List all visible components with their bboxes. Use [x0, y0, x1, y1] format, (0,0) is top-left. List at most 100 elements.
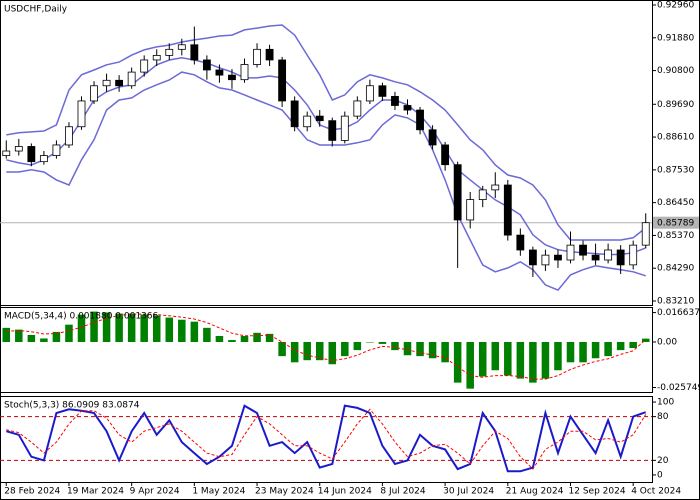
candle-body: [328, 120, 337, 141]
macd-bar: [478, 341, 487, 377]
bollinger-band: [6, 71, 646, 292]
macd-bar: [315, 341, 324, 361]
x-tick-label: 28 Feb 2024: [4, 487, 60, 497]
candle-body: [616, 249, 625, 266]
macd-bar: [641, 338, 650, 342]
candle-body: [391, 95, 399, 106]
macd-signal: [6, 313, 647, 380]
macd-bar: [353, 341, 362, 351]
macd-bar: [616, 341, 625, 351]
macd-bar: [341, 341, 349, 357]
candle-body: [453, 164, 462, 221]
macd-bar: [40, 338, 48, 342]
x-tick-label: 14 Jun 2024: [318, 487, 372, 497]
macd-bar: [115, 313, 123, 342]
x-tick-label: 23 May 2024: [255, 487, 314, 497]
macd-bar: [378, 341, 387, 344]
candle-body: [127, 71, 136, 87]
y-tick-label: 0.91880: [657, 33, 694, 43]
x-tick-label: 9 Apr 2024: [130, 487, 180, 497]
y-tick-label: 0.92960: [657, 1, 694, 11]
panel-frame: [0, 0, 653, 306]
candle-body: [315, 115, 324, 122]
macd-bar: [152, 315, 161, 342]
macd-bar: [428, 341, 437, 359]
y-tick-label: 0.83210: [657, 296, 694, 306]
candle-body: [115, 79, 124, 87]
stoch-line: [6, 408, 647, 470]
x-tick-label: 19 Mar 2024: [67, 487, 124, 497]
stoch-line: [6, 404, 647, 473]
candle-body: [253, 48, 261, 65]
macd-bar: [466, 341, 474, 389]
macd-bar: [2, 327, 11, 342]
panel-title: USDCHF,Daily: [4, 5, 68, 15]
macd-bar: [102, 312, 111, 342]
macd-bar: [566, 341, 575, 363]
y-tick-label: 0.86450: [657, 198, 694, 208]
macd-bar: [579, 341, 587, 363]
bollinger-band: [6, 24, 647, 241]
x-tick-label: 30 Jul 2024: [443, 487, 494, 497]
macd-bar: [228, 340, 236, 342]
candle-body: [428, 129, 437, 146]
candle-body: [491, 184, 500, 191]
x-tick-label: 4 Oct 2024: [631, 487, 681, 497]
y-tick-label: 0.88610: [657, 133, 694, 143]
y-tick-label: 0.85370: [657, 231, 694, 241]
macd-bar: [90, 311, 98, 342]
macd-bar: [265, 333, 274, 342]
candle-body: [340, 115, 349, 141]
macd-bar: [278, 341, 286, 357]
last-price-box: [653, 216, 699, 229]
y-tick-label: 0.84290: [657, 264, 694, 274]
macd-bar: [215, 335, 224, 342]
candle-body: [378, 85, 387, 97]
candle-body: [177, 44, 186, 50]
macd-bar: [328, 341, 337, 365]
x-tick-label: 12 Sep 2024: [569, 487, 626, 497]
y-tick-label: 0.00: [657, 337, 677, 347]
candle-body: [165, 48, 174, 56]
macd-bar: [591, 341, 600, 359]
panel-frame: [0, 396, 653, 483]
candle-body: [90, 85, 98, 102]
candle-body: [278, 59, 287, 102]
candle-body: [77, 100, 86, 128]
candle-body: [140, 59, 149, 73]
candle-body: [478, 189, 487, 200]
macd-bar: [303, 341, 311, 361]
candle-body: [52, 144, 61, 156]
y-tick-label: 0.90800: [657, 66, 694, 76]
candle-body: [290, 100, 299, 128]
macd-bar: [15, 329, 23, 342]
macd-bar: [165, 317, 174, 342]
candle-body: [629, 244, 638, 266]
candle-body: [2, 150, 11, 156]
candle-body: [503, 184, 512, 236]
x-tick-label: 8 Jul 2024: [380, 487, 425, 497]
y-tick-label: -0.025749: [657, 383, 700, 393]
candle-body: [516, 234, 525, 251]
y-tick-label: 0.89690: [657, 100, 694, 110]
macd-bar: [253, 332, 261, 342]
candle-body: [65, 126, 73, 146]
y-tick-label: 100: [657, 398, 674, 408]
macd-bar: [290, 341, 299, 363]
candle-body: [528, 249, 537, 266]
y-tick-label: 0: [657, 470, 663, 480]
bollinger-band: [6, 57, 646, 256]
candle-body: [604, 249, 613, 261]
y-tick-label: 80: [657, 412, 669, 422]
macd-bar: [190, 321, 199, 342]
macd-bar: [77, 314, 86, 342]
macd-bar: [203, 327, 211, 342]
candle-body: [27, 146, 36, 163]
candle-body: [541, 254, 550, 266]
panel-frame: [0, 307, 653, 393]
candle-body: [416, 109, 424, 131]
candle-body: [466, 199, 475, 221]
